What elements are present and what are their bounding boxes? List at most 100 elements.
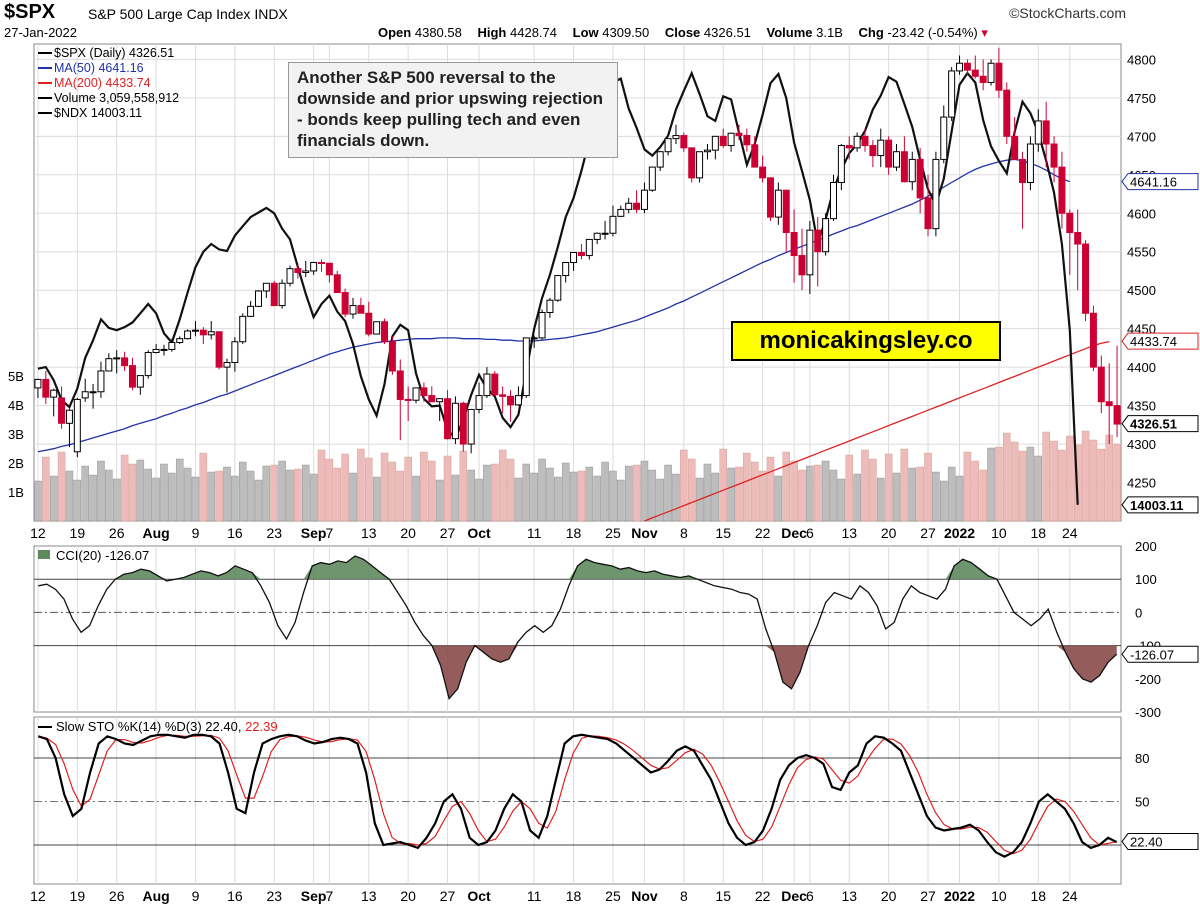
candle-body xyxy=(577,251,585,257)
candle-body xyxy=(830,181,837,220)
candle-body xyxy=(459,402,467,445)
candle-body xyxy=(341,292,349,315)
volume-bar xyxy=(73,479,82,522)
candle-body xyxy=(310,261,318,272)
volume-bar xyxy=(1105,434,1113,522)
x-tick-label: 9 xyxy=(192,525,200,541)
candle-body xyxy=(703,149,711,153)
volume-bar xyxy=(680,449,688,522)
candle-body xyxy=(428,395,436,403)
candle-body xyxy=(617,208,625,217)
low-label: Low xyxy=(572,25,599,40)
candle-body xyxy=(1113,405,1121,425)
candle-body xyxy=(751,144,759,168)
y-tick-label: 4750 xyxy=(1127,91,1156,106)
candle-body xyxy=(184,330,192,340)
x-tick-label: 18 xyxy=(1031,525,1047,541)
candle-body xyxy=(995,62,1003,91)
volume-bar xyxy=(388,461,397,522)
x-tick-label: Oct xyxy=(467,525,491,541)
x-tick-label: 10 xyxy=(991,888,1007,904)
cci-positive-fill xyxy=(38,555,1117,580)
y-tick-label: 4550 xyxy=(1127,245,1156,260)
x-tick-label: Nov xyxy=(631,888,658,904)
volume-bar xyxy=(105,469,113,522)
candle-body xyxy=(325,262,333,276)
x-tick-label: 6 xyxy=(806,888,814,904)
volume-bar xyxy=(380,452,389,522)
volume-bar xyxy=(971,460,980,522)
volume-bar xyxy=(632,464,641,522)
candle-body xyxy=(302,270,310,273)
candle-body xyxy=(782,189,790,233)
x-tick-label: 25 xyxy=(605,525,621,541)
candle-body xyxy=(1042,120,1050,145)
candle-body xyxy=(231,341,239,364)
volume-bar xyxy=(42,456,50,522)
candle-body xyxy=(1066,212,1074,233)
brand-label[interactable]: ©StockCharts.com xyxy=(1009,5,1126,21)
volume-bar xyxy=(554,476,562,522)
candle-body xyxy=(522,337,530,397)
x-tick-label: 16 xyxy=(227,888,243,904)
candle-body xyxy=(404,398,412,401)
volume-bar xyxy=(656,478,664,522)
watermark-label: monicakingsley.co xyxy=(731,321,1001,361)
volume-bar xyxy=(309,473,318,522)
candle-body xyxy=(451,402,459,440)
candle-body xyxy=(81,391,89,399)
candle-body xyxy=(570,251,578,263)
candle-body xyxy=(538,312,546,339)
x-tick-label: 18 xyxy=(1031,888,1047,904)
candle-body xyxy=(837,145,845,183)
volume-bar xyxy=(475,478,483,522)
candle-body xyxy=(861,135,869,147)
volume-bar xyxy=(924,452,932,522)
candle-body xyxy=(89,391,97,394)
volume-bar xyxy=(1066,435,1074,522)
candle-body xyxy=(790,231,798,257)
x-tick-label: 26 xyxy=(109,888,125,904)
chg-label: Chg xyxy=(858,25,884,40)
legend-ndx: $NDX 14003.11 xyxy=(54,106,142,120)
volume-value: 3.1B xyxy=(816,25,843,40)
volume-bar xyxy=(979,469,987,522)
candle-body xyxy=(948,70,956,118)
volume-bar xyxy=(829,469,838,522)
volume-bar xyxy=(144,468,152,522)
sto-tick-label: 50 xyxy=(1135,795,1149,810)
volume-bar xyxy=(790,460,798,522)
y-tick-label: 4300 xyxy=(1127,437,1156,452)
candle-body xyxy=(530,337,538,340)
volume-tick-label: 2B xyxy=(8,456,24,471)
volume-bar xyxy=(877,477,885,522)
candle-body xyxy=(168,342,176,350)
volume-bar xyxy=(1042,431,1050,522)
volume-bar xyxy=(207,471,215,522)
candle-body xyxy=(1011,135,1019,160)
candle-body xyxy=(514,395,522,406)
cci-tick-label: 200 xyxy=(1135,539,1157,554)
chart-date: 27-Jan-2022 xyxy=(4,25,77,40)
volume-bar xyxy=(577,470,586,522)
volume-bar xyxy=(1113,443,1121,522)
candle-body xyxy=(294,268,302,273)
x-tick-label: 27 xyxy=(920,525,936,541)
volume-bar xyxy=(412,475,420,522)
sto-value-tag xyxy=(1121,833,1199,851)
volume-bar xyxy=(451,474,460,522)
x-tick-label: Sep xyxy=(301,525,327,541)
x-tick-label: 18 xyxy=(566,525,582,541)
volume-bar xyxy=(585,466,594,522)
x-tick-label: Dec xyxy=(781,525,807,541)
volume-bar xyxy=(601,461,609,522)
x-tick-label: 13 xyxy=(841,525,857,541)
candle-body xyxy=(388,341,396,372)
volume-bar xyxy=(168,472,176,522)
high-label: High xyxy=(477,25,507,40)
volume-bar xyxy=(428,460,436,522)
volume-bar xyxy=(215,470,223,522)
volume-bar xyxy=(522,463,531,522)
value-tag-label: 4641.16 xyxy=(1130,175,1177,190)
